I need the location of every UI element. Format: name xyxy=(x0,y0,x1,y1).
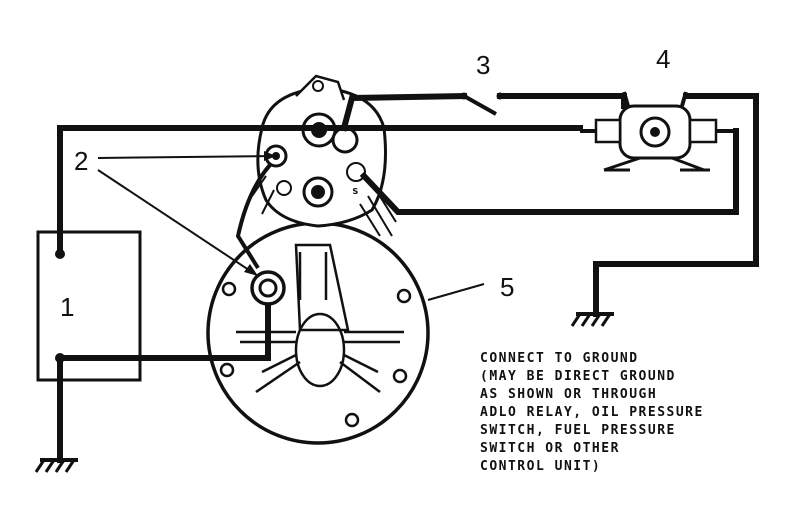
callout-4: 4 xyxy=(656,44,670,74)
ground-note-line: AS SHOWN OR THROUGH xyxy=(480,387,657,402)
callout-1: 1 xyxy=(60,292,74,322)
wire-alternator-to-switch xyxy=(340,92,468,132)
starter-terminal xyxy=(250,270,286,306)
terminal-s-label: s xyxy=(352,184,359,197)
wire-relay-to-ground xyxy=(593,93,759,317)
callout-2: 2 xyxy=(74,146,88,176)
ground-note-line: CONTROL UNIT) xyxy=(480,459,601,474)
ground-note-line: ADLO RELAY, OIL PRESSURE xyxy=(480,405,704,420)
wire-s-terminal-to-relay xyxy=(359,128,739,215)
callout-leaders xyxy=(97,151,485,301)
wire-control-to-relay xyxy=(57,125,583,257)
wire-control-to-starter xyxy=(57,287,271,361)
callout-5: 5 xyxy=(500,272,514,302)
ground-note-line: CONNECT TO GROUND xyxy=(480,351,639,366)
ground-symbol-left xyxy=(34,458,78,473)
relay-solenoid xyxy=(580,91,734,172)
starter-motor xyxy=(206,221,430,445)
ground-symbol-right xyxy=(570,312,614,327)
ground-note: CONNECT TO GROUND (MAY BE DIRECT GROUND … xyxy=(480,351,704,474)
ground-note-line: (MAY BE DIRECT GROUND xyxy=(480,369,676,384)
wire-switch-to-relay xyxy=(497,93,627,109)
ground-note-line: SWITCH, FUEL PRESSURE xyxy=(480,423,676,438)
alternator: s xyxy=(235,74,397,270)
callout-3: 3 xyxy=(476,50,490,80)
ground-note-line: SWITCH OR OTHER xyxy=(480,441,620,456)
wiring xyxy=(57,92,759,463)
